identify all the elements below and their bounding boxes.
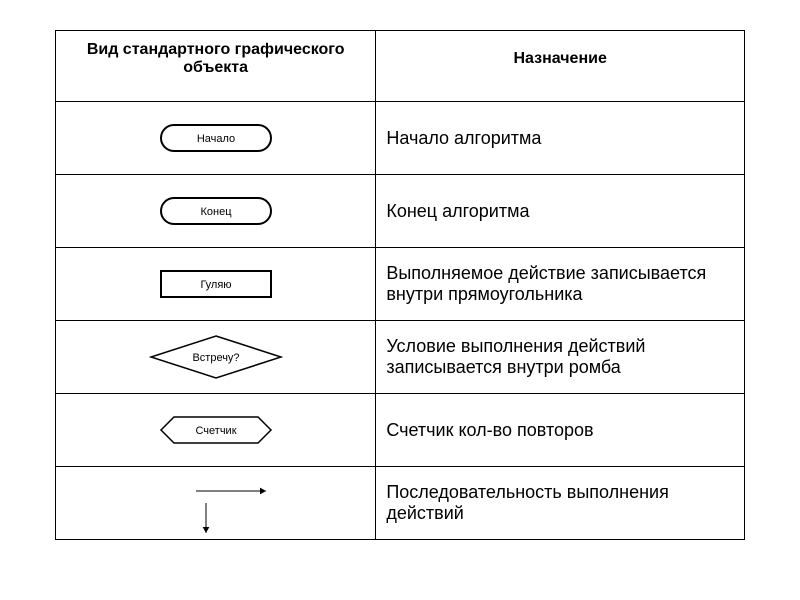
shape-cell: Гуляю (56, 248, 376, 321)
shape-cell: Конец (56, 175, 376, 248)
shape-cell (56, 467, 376, 540)
table-row: Последовательность выполнения действий (56, 467, 745, 540)
table-row: Встречу? Условие выполнения действий зап… (56, 321, 745, 394)
header-desc-col: Назначение (376, 31, 745, 102)
svg-text:Начало: Начало (196, 133, 234, 145)
table-row: Гуляю Выполняемое действие записывается … (56, 248, 745, 321)
svg-text:Счетчик: Счетчик (195, 425, 236, 437)
description-cell: Счетчик кол-во повторов (376, 394, 745, 467)
description-cell: Конец алгоритма (376, 175, 745, 248)
table-row: Начало Начало алгоритма (56, 102, 745, 175)
description-cell: Последовательность выполнения действий (376, 467, 745, 540)
description-cell: Выполняемое действие записывается внутри… (376, 248, 745, 321)
svg-text:Конец: Конец (200, 206, 232, 218)
shape-cell: Счетчик (56, 394, 376, 467)
table-body: Начало Начало алгоритма Конец Конец алго… (56, 102, 745, 540)
flowchart-symbols-table: Вид стандартного графического объекта На… (55, 30, 745, 540)
table-row: Счетчик Счетчик кол-во повторов (56, 394, 745, 467)
header-shape-col: Вид стандартного графического объекта (56, 31, 376, 102)
shape-cell: Начало (56, 102, 376, 175)
table-row: Конец Конец алгоритма (56, 175, 745, 248)
description-cell: Условие выполнения действий записывается… (376, 321, 745, 394)
description-cell: Начало алгоритма (376, 102, 745, 175)
shape-cell: Встречу? (56, 321, 376, 394)
svg-text:Встречу?: Встречу? (192, 352, 239, 364)
svg-text:Гуляю: Гуляю (200, 279, 231, 291)
